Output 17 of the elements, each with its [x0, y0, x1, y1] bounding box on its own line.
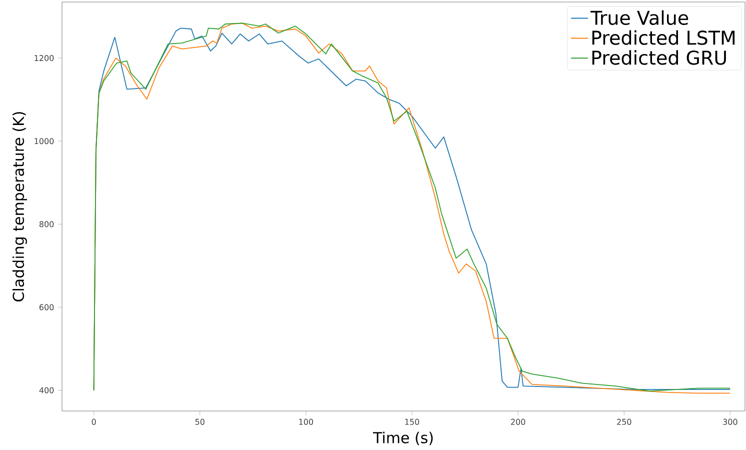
- x-tick-label: 200: [510, 418, 526, 425]
- y-tick-label: 800: [39, 221, 54, 228]
- x-axis-title: Time (s): [372, 432, 433, 446]
- y-tick-label: 1200: [34, 55, 54, 62]
- x-tick-label: 300: [723, 418, 738, 425]
- x-tick-label: 100: [299, 418, 314, 425]
- x-tick-label: 250: [617, 418, 632, 425]
- x-tick-label: 0: [92, 418, 96, 425]
- x-tick-label: 150: [405, 418, 420, 425]
- legend-label: Predicted LSTM: [592, 30, 735, 45]
- legend-label: Predicted GRU: [592, 50, 726, 65]
- legend-label: True Value: [590, 10, 688, 25]
- y-axis-title: Cladding temperature (K): [12, 112, 27, 302]
- y-tick-label: 400: [39, 387, 54, 394]
- x-tick-label: 50: [195, 418, 204, 425]
- y-tick-label: 1000: [34, 138, 54, 144]
- y-tick-label: 600: [39, 304, 54, 310]
